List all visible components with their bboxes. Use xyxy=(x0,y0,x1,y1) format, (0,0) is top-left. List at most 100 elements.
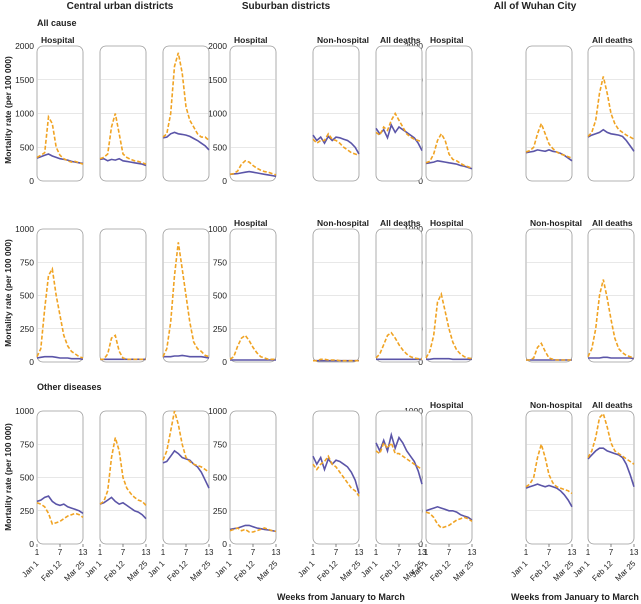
expected-series-line xyxy=(587,447,635,488)
panel-title: Non-hospital xyxy=(530,218,582,228)
x-tick-label: Jan 1 xyxy=(83,559,104,580)
x-tick-label: Feb 12 xyxy=(232,559,256,583)
y-tick-label: 0 xyxy=(418,539,423,549)
expected-series-line xyxy=(36,495,84,515)
x-tick-number: 1 xyxy=(35,548,40,557)
expected-series-line xyxy=(525,483,573,508)
observed-series-line xyxy=(36,114,84,165)
y-tick-label: 1000 xyxy=(15,224,34,234)
panel-title: All deaths xyxy=(380,218,421,228)
y-tick-label: 1500 xyxy=(208,75,227,85)
observed-series-line xyxy=(313,358,359,362)
panel-title: Non-hospital xyxy=(317,35,369,45)
observed-series-line xyxy=(312,132,360,157)
y-tick-label: 750 xyxy=(20,257,34,267)
y-tick-label: 500 xyxy=(213,291,227,301)
x-tick-number: 7 xyxy=(397,548,402,557)
x-tick-label: Mar 25 xyxy=(613,559,637,583)
observed-series-line xyxy=(375,441,423,471)
x-tick-label: Mar 25 xyxy=(125,559,149,583)
expected-series-line xyxy=(36,355,84,361)
y-tick-label: 1000 xyxy=(208,406,227,416)
observed-series-line xyxy=(36,266,84,359)
observed-series-line xyxy=(100,334,146,361)
expected-series-line xyxy=(162,449,210,489)
panel-title: All deaths xyxy=(592,35,633,45)
x-tick-number: 1 xyxy=(524,548,529,557)
panel-title: Hospital xyxy=(430,400,464,410)
region-title: Suburban districts xyxy=(242,1,331,12)
x-tick-number: 1 xyxy=(374,548,379,557)
x-tick-label: Jan 1 xyxy=(296,559,317,580)
observed-series-line xyxy=(229,159,277,176)
x-tick-label: Feb 12 xyxy=(428,559,452,583)
expected-series-line xyxy=(99,157,147,167)
expected-series-line xyxy=(375,431,423,485)
observed-series-line xyxy=(425,511,473,529)
x-tick-label: Feb 12 xyxy=(590,559,614,583)
y-tick-label: 750 xyxy=(20,439,34,449)
x-tick-number: 1 xyxy=(98,548,103,557)
region-title: All of Wuhan City xyxy=(494,1,577,12)
x-tick-number: 7 xyxy=(251,548,256,557)
x-tick-number: 13 xyxy=(630,548,639,557)
panel-title: Hospital xyxy=(234,35,268,45)
panel-title: Non-hospital xyxy=(317,218,369,228)
y-tick-label: 1000 xyxy=(15,406,34,416)
expected-series-line xyxy=(162,131,210,151)
row-title: Other diseases xyxy=(37,382,102,392)
y-axis-label: Mortality rate (per 100 000) xyxy=(3,56,13,164)
y-tick-label: 250 xyxy=(213,324,227,334)
expected-series-line xyxy=(588,356,635,360)
x-tick-label: Feb 12 xyxy=(39,559,63,583)
panel-title: Hospital xyxy=(430,218,464,228)
x-tick-label: Jan 1 xyxy=(20,559,41,580)
panel-title: All deaths xyxy=(592,400,633,410)
x-tick-number: 7 xyxy=(58,548,63,557)
panel-title: Non-hospital xyxy=(530,400,582,410)
x-tick-number: 7 xyxy=(547,548,552,557)
observed-series-line xyxy=(587,76,635,140)
region-title: Central urban districts xyxy=(67,1,174,12)
y-tick-label: 1000 xyxy=(15,109,34,119)
observed-series-line xyxy=(375,111,423,143)
x-tick-label: Feb 12 xyxy=(378,559,402,583)
observed-series-line xyxy=(525,121,573,159)
observed-series-line xyxy=(425,132,473,169)
x-tick-number: 1 xyxy=(586,548,591,557)
x-tick-label: Jan 1 xyxy=(509,559,530,580)
x-tick-number: 13 xyxy=(568,548,577,557)
observed-series-line xyxy=(36,502,84,526)
y-axis-label: Mortality rate (per 100 000) xyxy=(3,423,13,531)
panel-title: Hospital xyxy=(41,35,75,45)
x-tick-number: 13 xyxy=(355,548,364,557)
observed-series-line xyxy=(99,113,147,165)
panel-title: Hospital xyxy=(430,35,464,45)
x-tick-label: Feb 12 xyxy=(528,559,552,583)
expected-series-line xyxy=(312,134,360,155)
y-tick-label: 250 xyxy=(20,324,34,334)
x-tick-number: 13 xyxy=(272,548,281,557)
x-tick-label: Jan 1 xyxy=(213,559,234,580)
observed-series-line xyxy=(99,437,147,506)
x-tick-number: 13 xyxy=(142,548,151,557)
y-tick-label: 1000 xyxy=(208,109,227,119)
y-tick-label: 500 xyxy=(20,291,34,301)
y-tick-label: 500 xyxy=(20,142,34,152)
x-tick-label: Jan 1 xyxy=(359,559,380,580)
observed-series-line xyxy=(162,242,210,358)
y-tick-label: 0 xyxy=(29,176,34,186)
panel-title: All deaths xyxy=(592,218,633,228)
y-tick-label: 0 xyxy=(418,357,423,367)
y-tick-label: 0 xyxy=(29,539,34,549)
y-tick-label: 500 xyxy=(20,473,34,483)
x-tick-label: Mar 25 xyxy=(188,559,212,583)
observed-series-line xyxy=(229,527,277,533)
x-tick-label: Jan 1 xyxy=(146,559,167,580)
x-tick-label: Feb 12 xyxy=(102,559,126,583)
y-tick-label: 250 xyxy=(213,506,227,516)
expected-series-line xyxy=(375,122,423,151)
observed-series-line xyxy=(587,412,635,465)
expected-series-line xyxy=(99,496,147,520)
